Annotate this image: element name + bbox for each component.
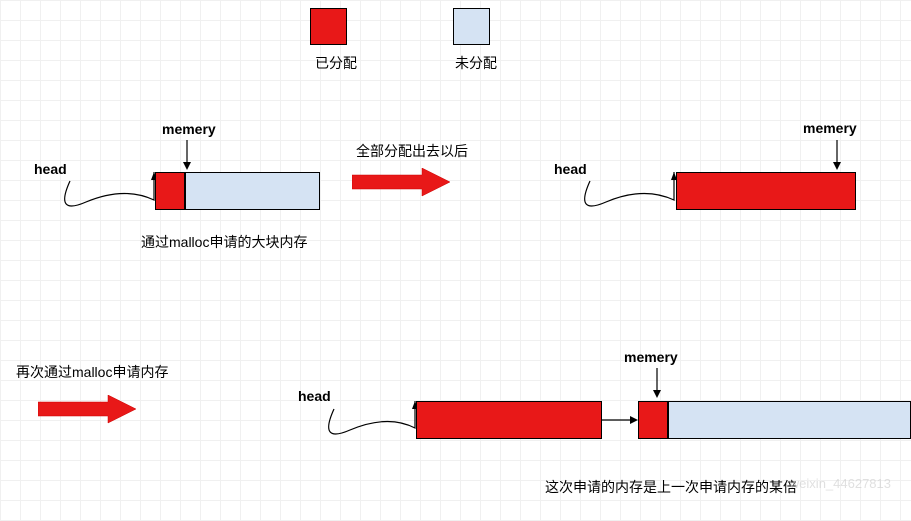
transition-label: 全部分配出去以后: [356, 141, 468, 161]
block3-arrow: [38, 395, 138, 425]
block1-unallocated: [185, 172, 320, 210]
memory-arrow-1: [180, 140, 194, 174]
legend-unallocated-label: 未分配: [455, 53, 497, 73]
watermark: weixin_44627813: [790, 476, 891, 491]
head-arrow-1: [24, 150, 164, 220]
block3-unallocated: [668, 401, 911, 439]
block3-caption: 再次通过malloc申请内存: [16, 362, 168, 382]
block3-allocated1: [416, 401, 602, 439]
block2-allocated: [676, 172, 856, 210]
transition-arrow: [352, 168, 452, 198]
final-caption: 这次申请的内存是上一次申请内存的某倍: [545, 477, 797, 497]
legend-allocated-label: 已分配: [315, 53, 357, 73]
memory-arrow-3: [650, 368, 664, 402]
memory-label-1: memery: [162, 121, 216, 137]
head-arrow-3: [292, 378, 426, 448]
block3-allocated2: [638, 401, 668, 439]
head-arrow-2: [544, 150, 684, 220]
legend-unallocated-box: [453, 8, 490, 45]
memory-label-2: memery: [803, 120, 857, 136]
memory-label-3: memery: [624, 349, 678, 365]
link-arrow: [602, 411, 640, 429]
memory-arrow-2: [830, 140, 844, 174]
block1-allocated: [155, 172, 185, 210]
block1-caption: 通过malloc申请的大块内存: [141, 232, 307, 252]
legend-allocated-box: [310, 8, 347, 45]
